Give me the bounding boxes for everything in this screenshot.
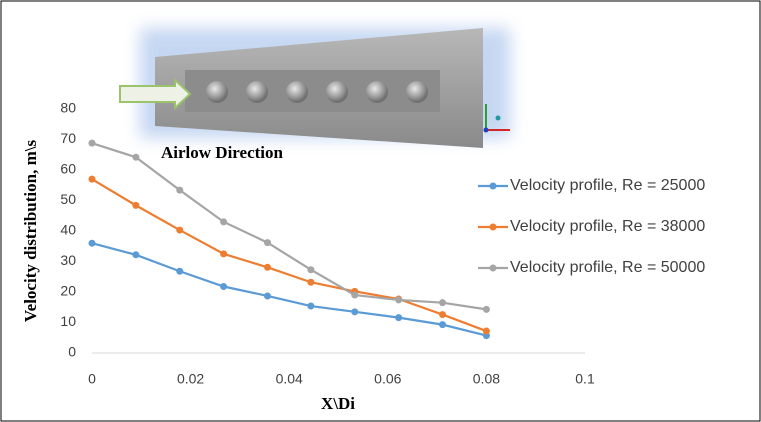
y-tick-label: 30 [60, 252, 76, 268]
x-tick-label: 0.06 [374, 371, 401, 387]
geometry-image [120, 28, 510, 148]
data-point [264, 264, 271, 271]
x-tick-label: 0.1 [575, 371, 595, 387]
annotation: Airlow Direction [161, 143, 284, 162]
data-point [307, 303, 314, 310]
legend-marker [490, 183, 497, 190]
data-point [351, 292, 358, 299]
x-axis-title: X\Di [321, 394, 355, 413]
y-tick-label: 0 [68, 344, 76, 360]
data-point [439, 321, 446, 328]
x-tick-label: 0.08 [473, 371, 500, 387]
y-tick-label: 60 [60, 161, 76, 177]
data-point [220, 283, 227, 290]
data-point [89, 140, 96, 147]
x-tick-label: 0.04 [276, 371, 303, 387]
y-tick-label: 70 [60, 130, 76, 146]
data-point [89, 176, 96, 183]
y-tick-label: 40 [60, 222, 76, 238]
data-point [176, 187, 183, 194]
x-tick-label: 0 [88, 371, 96, 387]
legend-marker [490, 224, 497, 231]
x-tick-label: 0.02 [177, 371, 204, 387]
data-point [307, 279, 314, 286]
legend-marker [490, 265, 497, 272]
data-point [395, 314, 402, 321]
legend-label: Velocity profile, Re = 25000 [510, 177, 705, 194]
y-tick-label: 10 [60, 313, 76, 329]
legend-label: Velocity profile, Re = 38000 [510, 218, 705, 235]
data-point [264, 292, 271, 299]
y-tick-label: 80 [60, 100, 76, 116]
data-point [307, 266, 314, 273]
data-point [220, 250, 227, 257]
y-axis-title: Velocity distribution, m\s [21, 140, 40, 323]
data-point [132, 251, 139, 258]
y-tick-label: 20 [60, 283, 76, 299]
data-point [483, 306, 490, 313]
data-point [220, 218, 227, 225]
data-point [132, 202, 139, 209]
data-point [351, 308, 358, 315]
data-point [483, 328, 490, 335]
data-point [89, 240, 96, 247]
data-point [264, 239, 271, 246]
data-point [395, 296, 402, 303]
data-point [439, 299, 446, 306]
data-point [439, 311, 446, 318]
chart: Airlow Direction X\Di Velocity distribut… [0, 0, 761, 422]
data-point [176, 227, 183, 234]
y-tick-label: 50 [60, 191, 76, 207]
data-point [132, 154, 139, 161]
data-point [176, 268, 183, 275]
legend-label: Velocity profile, Re = 50000 [510, 259, 705, 276]
